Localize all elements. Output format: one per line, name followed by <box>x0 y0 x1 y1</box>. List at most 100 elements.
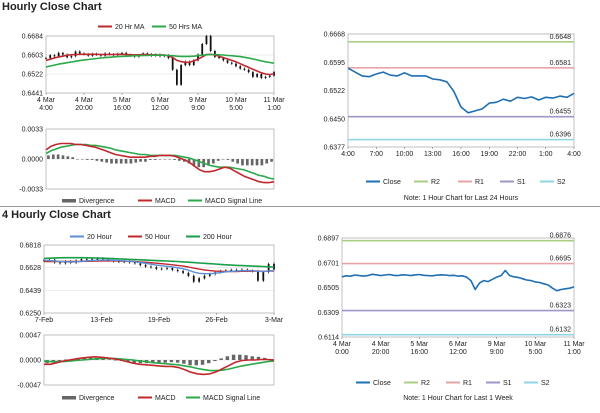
hourly-price-candle <box>235 63 237 67</box>
four-hourly-levels-x-tick-label: 20:00 <box>372 349 390 356</box>
hourly-levels-note: Note: 1 Hour Chart for Last 24 Hours <box>404 195 519 202</box>
hourly-levels-y-tick: 0.6522 <box>324 88 346 95</box>
hourly-price-y-tick: 0.6603 <box>22 53 44 60</box>
hourly-divergence-bar <box>270 159 273 162</box>
hourly-price-x-tick-label: 4 Mar <box>37 97 56 104</box>
four-hourly-macd-chart <box>43 334 275 400</box>
hourly-levels-x-tick-label: 13:00 <box>424 151 442 158</box>
four-hourly-macd-y-tick: 0.0047 <box>20 333 42 340</box>
hourly-divergence-bar <box>71 157 75 159</box>
four-hourly-price-candle <box>160 268 163 270</box>
hourly-price-candle <box>61 52 64 55</box>
hourly-price-candle <box>260 74 263 78</box>
hourly-divergence-bar <box>47 155 50 159</box>
four-hourly-levels-x-tick-label: 10 Mar <box>524 341 546 348</box>
hourly-divergence-bar <box>245 159 249 166</box>
four-hourly-divergence-bar <box>107 359 111 360</box>
hourly-price-candle <box>57 52 60 57</box>
four-hourly-divergence-bar <box>101 358 105 360</box>
hourly-price-candle <box>251 72 254 77</box>
four-hourly-close-line <box>341 269 575 292</box>
four-hourly-levels-y-tick: 0.6701 <box>318 260 340 267</box>
four-hourly-levels-x-tick-label: 1:00 <box>567 349 581 356</box>
hourly-levels-x-tick-label: 22:00 <box>509 151 527 158</box>
four-hourly-divergence-bar <box>188 360 192 366</box>
hourly-divergence-bar <box>90 159 94 160</box>
hourly-price-candle <box>243 68 246 70</box>
four-hourly-price-y-tick: 0.6818 <box>20 243 42 250</box>
four-hourly-divergence-bar <box>82 357 87 360</box>
four-hourly-legend-20-label: 20 Hour <box>87 234 113 241</box>
hourly-divergence-bar <box>51 154 55 159</box>
four-hourly-levels-legend-r1-label: R1 <box>463 380 472 387</box>
hourly-divergence-bar <box>207 159 210 166</box>
four-hourly-s2-value: 0.6132 <box>550 327 572 334</box>
hourly-divergence-bar <box>192 159 196 166</box>
four-hourly-macd-line <box>44 355 275 376</box>
four-hourly-levels-note: Note: 1 Hour Chart for Last 1 Week <box>403 395 513 402</box>
four-hourly-price-chart <box>43 235 275 315</box>
hourly-price-candle <box>184 61 187 66</box>
hourly-divergence-bar <box>241 159 244 166</box>
hourly-levels-x-tick-label: 10:00 <box>396 151 414 158</box>
four-hourly-divergence-bar <box>64 359 68 360</box>
hourly-price-candle <box>180 65 183 85</box>
hourly-price-x-tick-label: 5:00 <box>229 105 243 112</box>
hourly-divergence-bar <box>66 156 70 159</box>
hourly-price-x-tick-label: 20:00 <box>75 105 93 112</box>
hourly-price-x-tick-label: 4:00 <box>39 105 53 112</box>
hourly-divergence-bar <box>216 159 220 161</box>
four-hourly-levels-x-tick-label: 0:00 <box>335 349 349 356</box>
hourly-levels-legend-close-label: Close <box>383 179 401 186</box>
four-hourly-price-candle <box>208 274 211 276</box>
hourly-divergence-bar <box>236 159 239 164</box>
hourly-divergence-bar <box>260 159 264 166</box>
hourly-r2-value: 0.6648 <box>550 34 572 41</box>
four-hourly-divergence-bar <box>175 360 180 363</box>
four-hourly-levels-x-tick-label: 11 Mar <box>563 341 585 348</box>
four-hourly-levels-y-tick: 0.6505 <box>318 285 340 292</box>
four-hourly-price-candle <box>96 258 99 260</box>
four-hourly-divergence-bar <box>213 360 217 362</box>
four-hourly-divergence-bar <box>207 360 211 364</box>
hourly-divergence-bar <box>76 159 79 160</box>
hourly-price-candle <box>171 58 174 70</box>
hourly-price-chart <box>45 25 275 95</box>
four-hourly-levels-x-tick-label: 9:00 <box>490 349 504 356</box>
hourly-ma-50-line <box>45 53 275 68</box>
hourly-divergence-bar <box>153 159 157 160</box>
hourly-price-y-tick: 0.6522 <box>22 72 44 79</box>
four-hourly-levels-legend-s1-label: S1 <box>503 380 512 387</box>
hourly-divergence-bar <box>115 159 118 164</box>
four-hourly-price-x-tick-label: 19-Feb <box>148 317 170 324</box>
hourly-divergence-bar <box>139 159 142 162</box>
four-hourly-divergence-bar <box>250 356 254 360</box>
four-hourly-price-candle <box>166 268 168 269</box>
hourly-levels-y-tick: 0.6595 <box>324 60 346 67</box>
hourly-levels-y-tick: 0.6668 <box>324 32 346 39</box>
four-hourly-legend-signal-label: MACD Signal Line <box>203 395 260 402</box>
four-hourly-price-candle <box>91 258 94 260</box>
hourly-divergence-bar <box>221 159 225 160</box>
hourly-levels-x-tick-label: 4:00 <box>341 151 355 158</box>
hourly-price-x-tick-label: 11 Mar <box>263 97 285 104</box>
hourly-divergence-bar <box>212 159 215 164</box>
hourly-levels-x-tick-label: 16:00 <box>452 151 470 158</box>
hourly-r1-value: 0.6581 <box>550 60 572 67</box>
hourly-levels-x-tick-label: 7:00 <box>369 151 383 158</box>
four-hourly-price-candle <box>150 266 152 268</box>
hourly-divergence-bar <box>168 159 172 160</box>
four-hourly-legend-macd-label: MACD <box>155 395 176 402</box>
hourly-price-x-tick-label: 9:00 <box>191 105 205 112</box>
four-hourly-levels-x-tick-label: 5:00 <box>529 349 543 356</box>
hourly-divergence-bar <box>163 159 167 160</box>
hourly-levels-y-tick: 0.6377 <box>324 145 346 152</box>
hourly-price-x-tick-label: 10 Mar <box>225 97 247 104</box>
four-hourly-price-x-tick-label: 13-Feb <box>90 317 112 324</box>
four-hourly-divergence-bar <box>244 355 248 360</box>
four-hourly-divergence-bar <box>194 360 199 366</box>
four-hourly-price-y-tick: 0.6439 <box>20 288 42 295</box>
hourly-price-candle <box>264 76 267 78</box>
four-hourly-legend-divergence-label: Divergence <box>79 395 115 402</box>
four-hourly-levels-x-tick-label: 5 Mar <box>410 341 429 348</box>
